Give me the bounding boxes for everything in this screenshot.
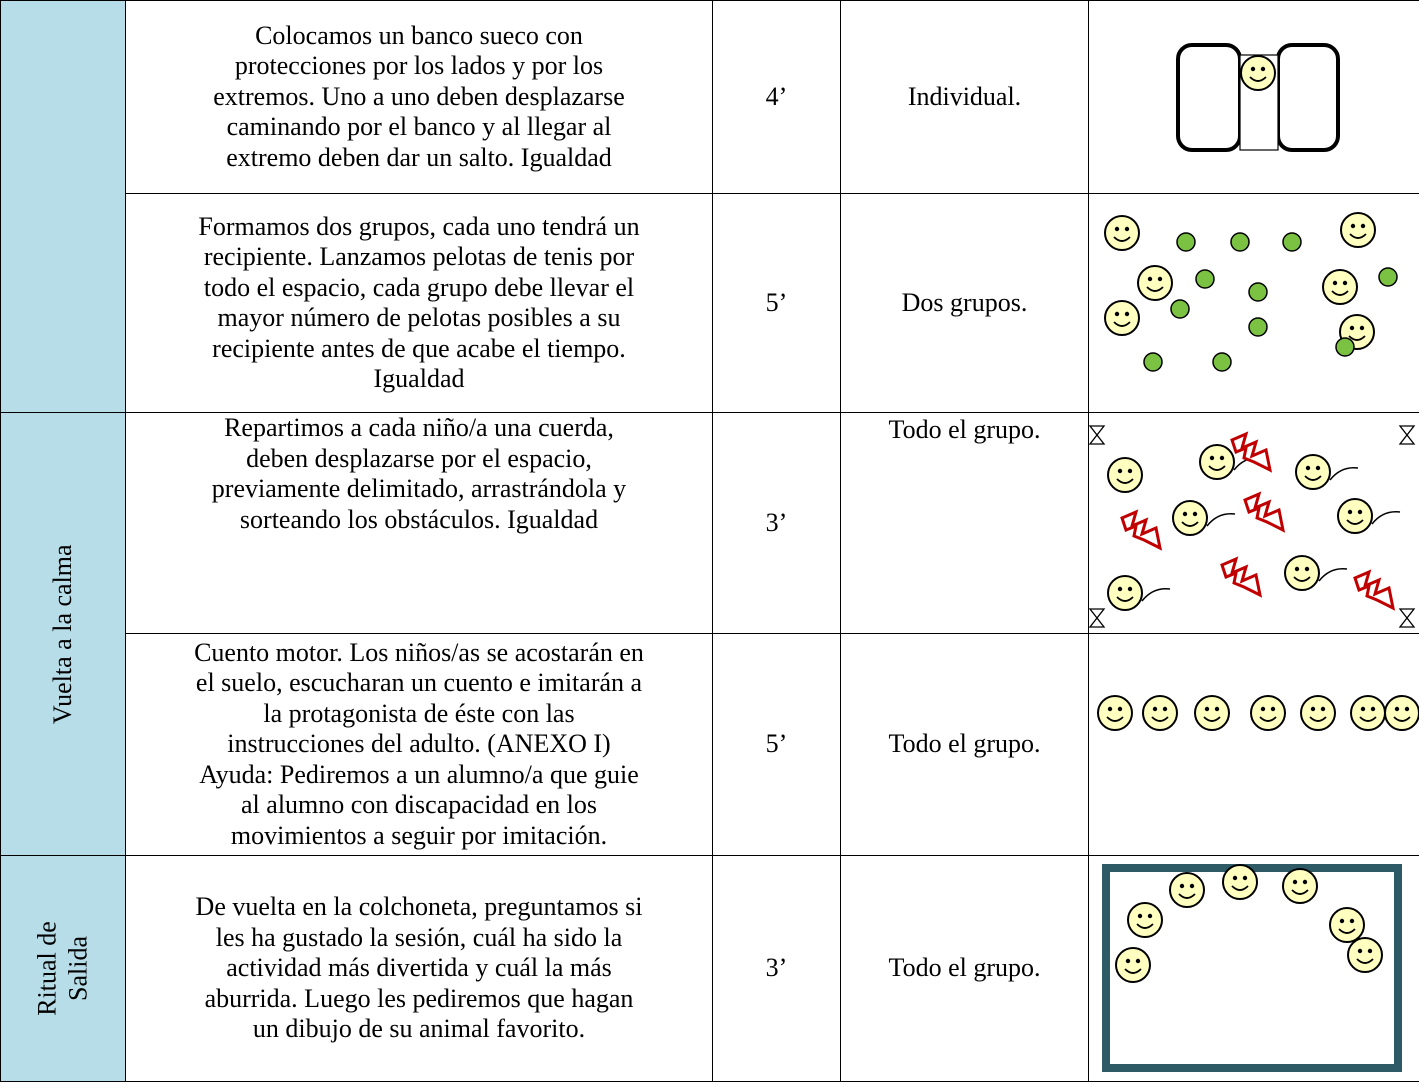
drawing-cell [1089, 1, 1419, 194]
time-cell: 3’ [713, 856, 841, 1082]
time-cell: 5’ [713, 634, 841, 856]
grouping-cell: Dos grupos. [841, 194, 1089, 413]
time-cell: 5’ [713, 194, 841, 413]
text-line: recipiente. Lanzamos pelotas de tenis po… [130, 242, 708, 273]
text-line: Colocamos un banco sueco con [130, 21, 708, 52]
drawing-cell [1089, 413, 1419, 634]
text-line: Ritual de [33, 921, 64, 1016]
text-line: Cuento motor. Los niños/as se acostarán … [130, 638, 708, 669]
text-line: Igualdad [130, 364, 708, 395]
text-line: mayor número de pelotas posibles a su [130, 303, 708, 334]
text-line: instrucciones del adulto. (ANEXO I) [130, 729, 708, 760]
table-row: Cuento motor. Los niños/as se acostarán … [1, 634, 1419, 856]
text-line: movimientos a seguir por imitación. [130, 821, 708, 852]
drawing-cell [1089, 634, 1419, 856]
time-cell: 4’ [713, 1, 841, 194]
section-cell [1, 1, 126, 413]
text-line: Repartimos a cada niño/a una cuerda, [130, 413, 708, 444]
grouping-cell: Todo el grupo. [841, 413, 1089, 634]
text-line: Formamos dos grupos, cada uno tendrá un [130, 212, 708, 243]
grouping-cell: Todo el grupo. [841, 856, 1089, 1082]
text-line: Vuelta a la calma [48, 544, 79, 724]
drawing-cell [1089, 194, 1419, 413]
text-line: previamente delimitado, arrastrándola y [130, 474, 708, 505]
time-cell: 3’ [713, 413, 841, 634]
section-label: Vuelta a la calma [48, 572, 79, 696]
text-line: extremo deben dar un salto. Igualdad [130, 143, 708, 174]
text-line: De vuelta en la colchoneta, preguntamos … [130, 892, 708, 923]
text-line: protecciones por los lados y por los [130, 51, 708, 82]
text-line: Salida [63, 936, 94, 1001]
text-line: aburrida. Luego les pediremos que hagan [130, 984, 708, 1015]
grouping-cell: Todo el grupo. [841, 634, 1089, 856]
activity-cell: Cuento motor. Los niños/as se acostarán … [126, 634, 713, 856]
section-cell: Vuelta a la calma [1, 413, 126, 856]
drawing-cell [1089, 856, 1419, 1082]
text-line: al alumno con discapacidad en los [130, 790, 708, 821]
text-line: deben desplazarse por el espacio, [130, 444, 708, 475]
text-line: les ha gustado la sesión, cuál ha sido l… [130, 923, 708, 954]
text-line: la protagonista de éste con las [130, 699, 708, 730]
activity-cell: Repartimos a cada niño/a una cuerda,debe… [126, 413, 713, 634]
text-line: Ayuda: Pediremos a un alumno/a que guie [130, 760, 708, 791]
text-line: sorteando los obstáculos. Igualdad [130, 505, 708, 536]
text-line: todo el espacio, cada grupo debe llevar … [130, 273, 708, 304]
text-line: un dibujo de su animal favorito. [130, 1014, 708, 1045]
grouping-cell: Individual. [841, 1, 1089, 194]
text-line: caminando por el banco y al llegar al [130, 112, 708, 143]
activity-cell: De vuelta en la colchoneta, preguntamos … [126, 856, 713, 1082]
text-line: actividad más divertida y cuál la más [130, 953, 708, 984]
text-line: recipiente antes de que acabe el tiempo. [130, 334, 708, 365]
text-line: extremos. Uno a uno deben desplazarse [130, 82, 708, 113]
text-line: el suelo, escucharan un cuento e imitará… [130, 668, 708, 699]
